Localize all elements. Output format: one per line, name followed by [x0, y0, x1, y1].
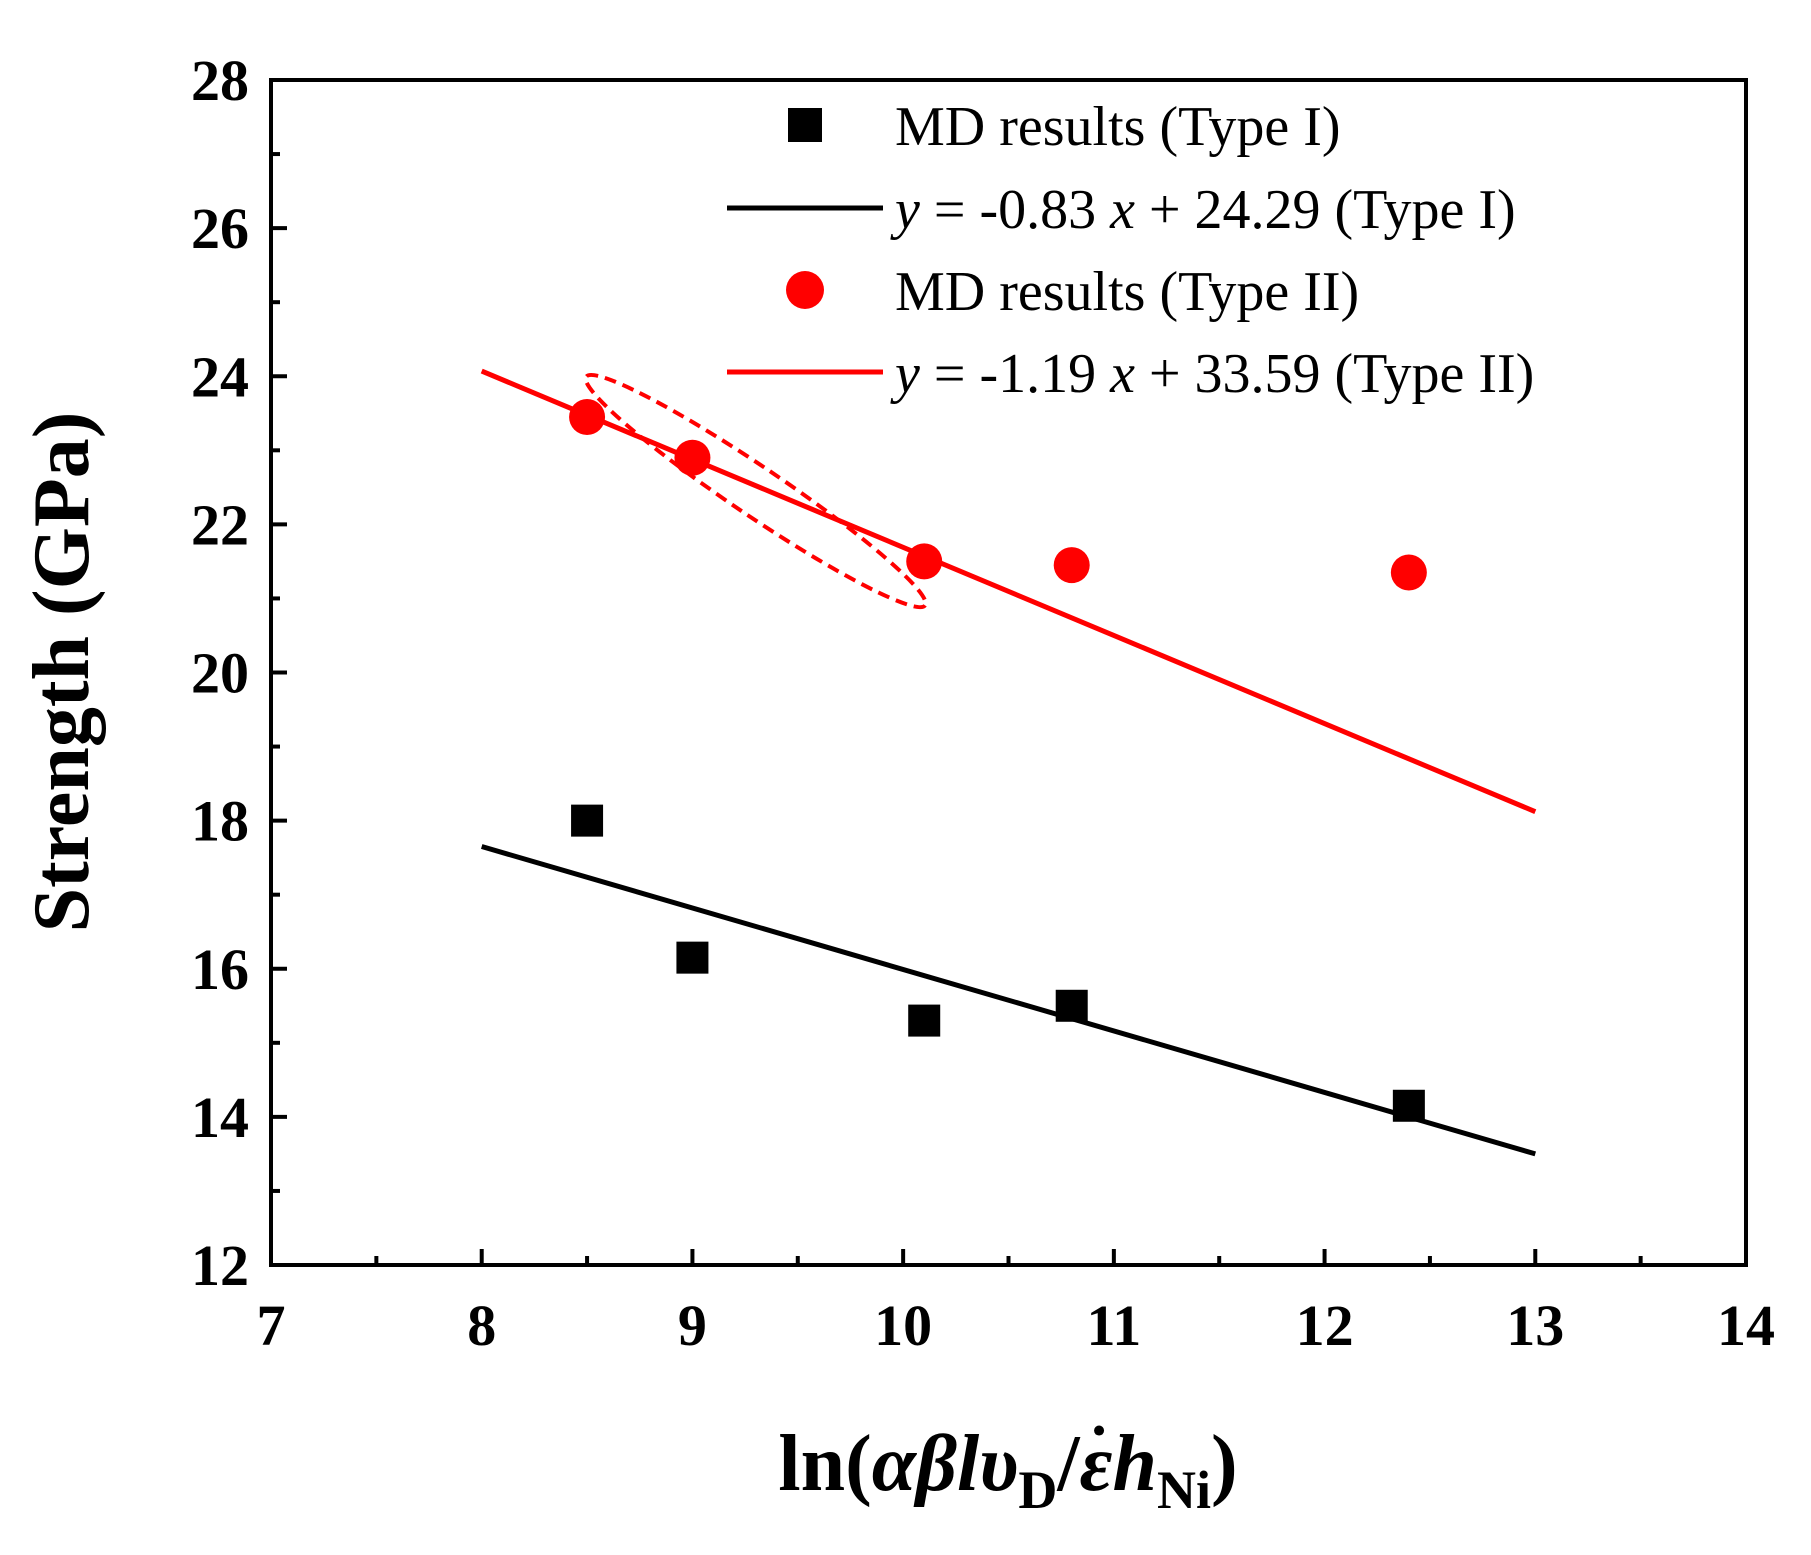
- data-point-circle: [569, 398, 606, 435]
- y-axis-title: Strength (GPa): [18, 412, 106, 933]
- legend-square-marker: [788, 108, 822, 142]
- x-axis-title-l: l: [957, 1420, 980, 1508]
- y-tick-label: 24: [191, 344, 249, 409]
- data-point-circle: [1390, 554, 1427, 591]
- x-axis-title-suffix: ): [1211, 1420, 1238, 1508]
- x-axis-title-prefix: ln(: [778, 1420, 871, 1508]
- x-tick-label: 7: [257, 1293, 286, 1358]
- x-tick-label: 10: [874, 1293, 932, 1358]
- x-tick-label: 9: [678, 1293, 707, 1358]
- legend-label-3: y = -1.19 x + 33.59 (Type II): [890, 343, 1534, 405]
- annotation-layer: [583, 372, 928, 610]
- legend-eq-tail: + 33.59 (Type II): [1135, 343, 1534, 405]
- y-tick-label: 14: [191, 1085, 249, 1150]
- legend-var-y: y: [890, 343, 920, 405]
- x-tick-label: 13: [1506, 1293, 1564, 1358]
- x-tick-label: 11: [1086, 1293, 1141, 1358]
- fit-line-3: [480, 368, 1537, 815]
- legend-var-x: x: [1109, 343, 1135, 405]
- data-point-square: [908, 1004, 941, 1037]
- legend-circle-marker: [786, 271, 824, 309]
- data-point-circle: [906, 543, 943, 580]
- fit-lines-layer: [480, 368, 1537, 1157]
- x-axis-title-epsilon: ε: [1080, 1420, 1113, 1508]
- legend-var-x: x: [1109, 179, 1135, 241]
- y-tick-label: 22: [191, 492, 249, 557]
- x-tick-label: 8: [467, 1293, 496, 1358]
- ticks-layer: 7 8 9 10 11 12 13 14 12 14 16 18 20 22 24 26 28: [191, 48, 1775, 1358]
- points-layer: [569, 398, 1427, 1122]
- y-tick-label: 26: [191, 196, 249, 261]
- data-point-square: [676, 941, 709, 974]
- data-point-square: [1392, 1089, 1425, 1122]
- data-point-circle: [674, 439, 711, 476]
- y-tick-label: 16: [191, 937, 249, 1002]
- legend-eq-mid: = -0.83: [920, 179, 1110, 241]
- legend-eq-tail: + 24.29 (Type I): [1135, 179, 1516, 241]
- legend-var-y: y: [890, 179, 920, 241]
- x-axis-title-h: h: [1112, 1420, 1157, 1508]
- legend: MD results (Type I) y = -0.83 x + 24.29 (…: [727, 96, 1534, 405]
- x-axis-title-sub-ni: Ni: [1157, 1460, 1211, 1520]
- legend-label-1: y = -0.83 x + 24.29 (Type I): [890, 179, 1516, 241]
- epsilon-dot-accent: [1094, 1425, 1105, 1436]
- fit-line-2: [480, 844, 1537, 1157]
- plot-frame: [269, 78, 1748, 1267]
- x-axis-title: ln(αβlυD/εhNi): [778, 1420, 1237, 1520]
- x-tick-label: 14: [1717, 1293, 1775, 1358]
- x-axis-title-slash: /: [1056, 1420, 1081, 1508]
- x-axis-title-sub-d: D: [1018, 1460, 1057, 1520]
- x-axis-title-upsilon: υ: [979, 1420, 1018, 1508]
- legend-label-2: MD results (Type II): [895, 261, 1359, 323]
- y-tick-label: 20: [191, 641, 249, 706]
- highlight-ellipse: [583, 372, 928, 610]
- data-point-square: [1055, 989, 1088, 1022]
- y-tick-label: 12: [191, 1233, 249, 1298]
- y-tick-label: 28: [191, 48, 249, 113]
- legend-label-0: MD results (Type I): [895, 96, 1341, 158]
- x-tick-label: 12: [1296, 1293, 1354, 1358]
- x-axis-title-greek: αβ: [872, 1420, 957, 1508]
- legend-eq-mid: = -1.19: [920, 343, 1110, 405]
- data-point-circle: [1053, 547, 1090, 584]
- data-point-square: [571, 804, 604, 837]
- y-tick-label: 18: [191, 789, 249, 854]
